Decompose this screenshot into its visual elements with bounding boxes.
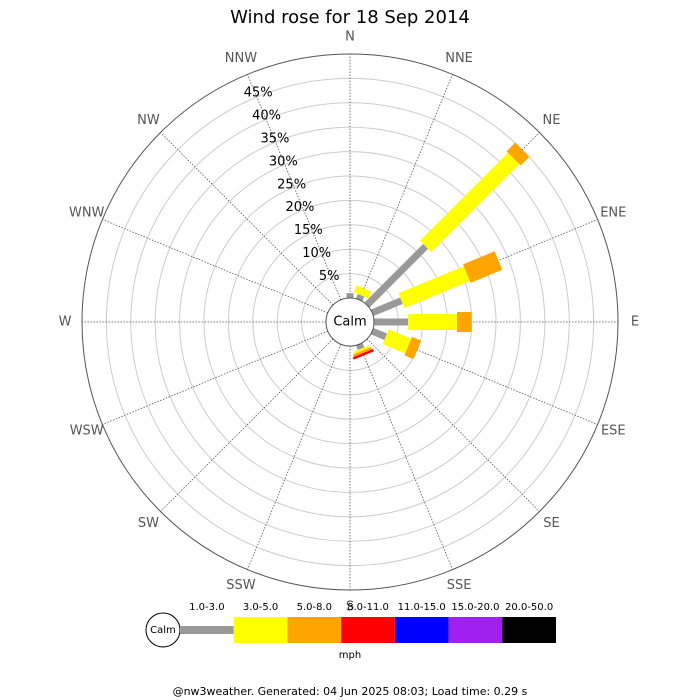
r-tick-label: 10% (302, 246, 331, 261)
direction-label: NNW (225, 51, 257, 66)
direction-label: E (631, 315, 639, 330)
wind-bar (382, 329, 412, 354)
wind-bar (456, 312, 472, 332)
direction-label: N (345, 30, 355, 45)
unit-label: mph (339, 650, 361, 661)
direction-label: WNW (69, 205, 105, 220)
legend-label: 15.0-20.0 (451, 602, 499, 613)
r-tick-label: 25% (277, 177, 306, 192)
wind-bar (404, 336, 422, 360)
direction-label: SSW (226, 578, 256, 593)
r-tick-label: 5% (319, 269, 340, 284)
legend-label: 3.0-5.0 (243, 602, 278, 613)
wind-bar (353, 345, 370, 354)
direction-label: ENE (600, 205, 626, 220)
wind-bar (506, 142, 530, 166)
legend-label: 8.0-11.0 (347, 602, 389, 613)
wind-bar (370, 327, 388, 341)
wind-bar (355, 293, 365, 302)
r-tick-label: 30% (269, 154, 298, 169)
wind-bar (370, 297, 403, 317)
legend-swatch (502, 617, 556, 643)
wind-bar (419, 152, 520, 253)
wind-bar (374, 318, 409, 326)
legend-label: 5.0-8.0 (297, 602, 332, 613)
r-tick-label: 45% (244, 86, 273, 101)
grid-circle (179, 151, 521, 493)
direction-label: NNE (445, 51, 473, 66)
wind-bar (352, 347, 373, 358)
direction-label: SE (543, 516, 559, 531)
grid-circle (203, 175, 497, 469)
r-tick-label: 40% (252, 109, 281, 124)
direction-label: NW (137, 113, 160, 128)
grid-circle (154, 126, 546, 518)
legend-swatch (394, 617, 449, 643)
r-tick-label: 20% (286, 200, 315, 215)
legend-swatch (287, 617, 342, 643)
wind-bar (398, 266, 470, 309)
direction-label: SSE (447, 578, 472, 593)
chart-title: Wind rose for 18 Sep 2014 (230, 7, 470, 28)
direction-label: WSW (70, 424, 104, 439)
calm-label: Calm (333, 315, 366, 330)
legend-swatch (341, 617, 395, 643)
legend-swatch (233, 617, 288, 643)
wind-bar (355, 342, 365, 351)
direction-label: SW (138, 516, 159, 531)
r-tick-label: 15% (294, 223, 323, 238)
legend-label: 20.0-50.0 (505, 602, 553, 613)
calm-circle (325, 297, 375, 347)
wind-bar (463, 251, 503, 283)
legend-swatch (180, 626, 234, 634)
legend-label: 1.0-3.0 (189, 602, 224, 613)
footer: @nw3weather. Generated: 04 Jun 2025 08:0… (173, 685, 528, 698)
wind-bar (346, 293, 354, 298)
legend-calm-label: Calm (150, 625, 176, 636)
direction-label: W (59, 315, 72, 330)
wind-bar (352, 348, 375, 360)
wind-bar (353, 285, 372, 299)
direction-label: S (346, 600, 354, 615)
direction-label: ESE (601, 424, 626, 439)
legend-label: 11.0-15.0 (398, 602, 446, 613)
r-tick-label: 35% (260, 131, 289, 146)
direction-label: NE (543, 113, 561, 128)
wind-bar (408, 314, 457, 330)
legend-swatch (448, 617, 503, 643)
wind-bar (364, 243, 429, 308)
